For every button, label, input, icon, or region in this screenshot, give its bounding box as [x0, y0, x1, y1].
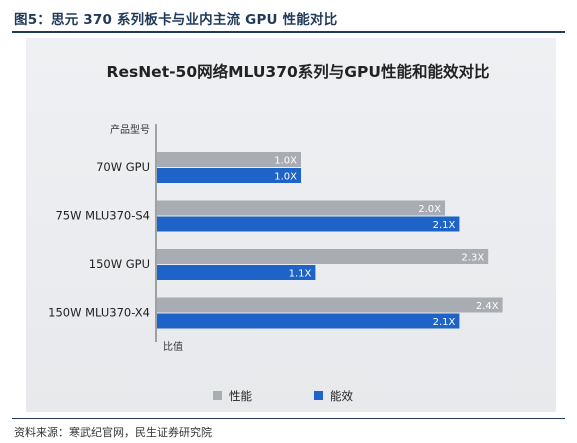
bar-efficiency: [157, 216, 460, 232]
caption-divider: [12, 31, 565, 33]
legend-label-performance: 性能: [229, 389, 252, 403]
legend-swatch-efficiency: [314, 391, 323, 400]
bar-value-label: 2.4X: [476, 301, 499, 312]
bar-group: 70W GPU 1.0X 1.0X 75W MLU370-S4 2.0X 2.1X 150W…: [48, 152, 503, 329]
bar-value-label: 2.0X: [418, 204, 441, 215]
y-axis-label: 产品型号: [110, 123, 150, 136]
bar-value-label: 1.1X: [289, 269, 312, 280]
legend-label-efficiency: 能效: [330, 389, 353, 403]
category-label: 75W MLU370-S4: [55, 209, 150, 223]
legend-swatch-performance: [213, 391, 222, 400]
category-label: 150W GPU: [89, 257, 150, 271]
bar-value-label: 1.0X: [274, 156, 297, 167]
bar-value-label: 2.1X: [433, 317, 456, 328]
bar-performance: [157, 249, 489, 264]
bar-efficiency: [157, 168, 301, 183]
bar-efficiency: [157, 313, 460, 329]
category-label: 150W MLU370-X4: [48, 306, 150, 320]
legend: 性能 能效: [213, 389, 353, 403]
category-label: 70W GPU: [96, 160, 150, 174]
source-divider: [12, 418, 565, 419]
bar-value-label: 2.1X: [433, 220, 456, 231]
bar-value-label: 1.0X: [274, 172, 297, 183]
bar-efficiency: [157, 265, 316, 280]
chart-title: ResNet-50网络MLU370系列与GPU性能和能效对比: [107, 62, 490, 81]
bar-value-label: 2.3X: [461, 253, 484, 264]
figure-caption: 图5：思元 370 系列板卡与业内主流 GPU 性能对比: [14, 12, 338, 28]
bar-performance: [157, 200, 445, 216]
bar-performance: [157, 297, 503, 313]
bar-performance: [157, 152, 301, 167]
source-note: 资料来源：寒武纪官网，民生证券研究院: [14, 426, 212, 439]
x-axis-label: 比值: [163, 340, 183, 353]
